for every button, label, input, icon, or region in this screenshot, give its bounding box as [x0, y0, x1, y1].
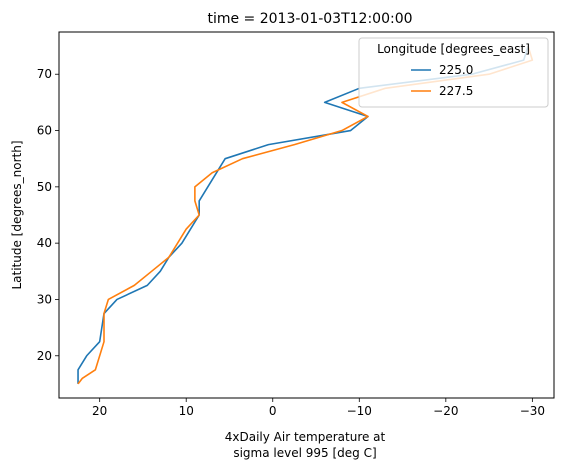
legend: Longitude [degrees_east] 225.0 227.5: [358, 37, 549, 108]
x-tick-label: −30: [520, 404, 545, 418]
plot-lines: [77, 45, 534, 385]
legend-title: Longitude [degrees_east]: [377, 42, 530, 56]
x-tick-label: 0: [269, 404, 277, 418]
y-tick-label: 20: [37, 349, 52, 363]
x-tick-label: 20: [92, 404, 107, 418]
y-tick-label: 40: [37, 236, 52, 250]
series-line-227-5: [77, 45, 534, 385]
chart-title: time = 2013-01-03T12:00:00: [207, 11, 412, 27]
x-axis-ticks: 20 10 0 −10 −20 −30: [92, 398, 545, 418]
x-tick-label: 10: [179, 404, 194, 418]
legend-entry-225: 225.0: [439, 63, 473, 77]
plot-frame: [58, 31, 555, 399]
x-tick-label: −20: [433, 404, 458, 418]
x-tick-label: −10: [347, 404, 372, 418]
y-tick-label: 30: [37, 292, 52, 306]
x-axis-label-line-1: 4xDaily Air temperature at: [225, 430, 386, 444]
y-tick-label: 60: [37, 124, 52, 138]
y-axis-ticks: 20 30 40 50 60 70: [37, 67, 59, 363]
x-axis-label-line-2: sigma level 995 [deg C]: [233, 446, 376, 460]
y-tick-label: 50: [37, 180, 52, 194]
legend-entry-227-5: 227.5: [439, 84, 473, 98]
y-tick-label: 70: [37, 67, 52, 81]
y-axis-label: Latitude [degrees_north]: [10, 140, 24, 289]
legend-frame: [358, 37, 549, 108]
